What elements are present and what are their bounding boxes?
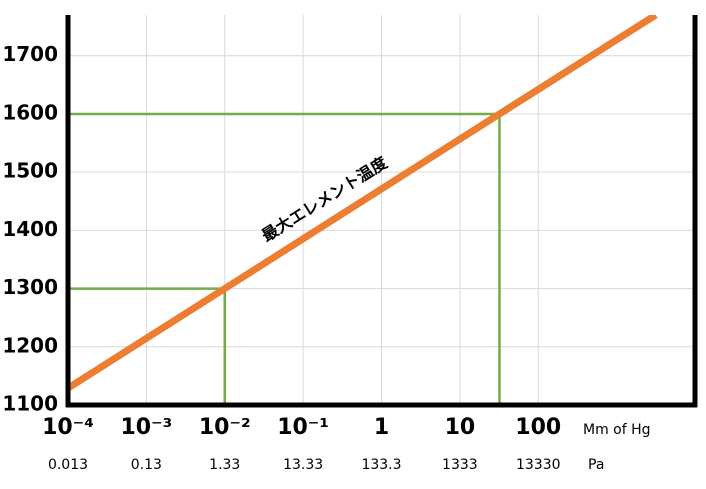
pa-label: 133.3	[361, 457, 401, 473]
y-tick-label: 1500	[2, 159, 58, 183]
pa-label: 13.33	[283, 457, 323, 473]
x-tick-label: 1	[374, 415, 389, 440]
y-tick-label: 1300	[2, 275, 58, 299]
x-unit-label: Mm of Hg	[583, 422, 651, 438]
x-tick-label: 10⁻⁴	[42, 415, 94, 440]
x-tick-label: 100	[515, 415, 561, 440]
y-tick-label: 1200	[2, 333, 58, 357]
x-tick-label: 10⁻²	[199, 415, 251, 440]
pa-label: 0.13	[131, 457, 162, 473]
x-tick-label: 10⁻³	[120, 415, 172, 440]
x-tick-label: 10	[445, 415, 476, 440]
y-tick-label: 1600	[2, 100, 58, 124]
x-tick-label: 10⁻¹	[277, 415, 329, 440]
series-line	[68, 15, 658, 392]
pa-label: 1333	[442, 457, 478, 473]
pa-label: 13330	[516, 457, 561, 473]
pa-unit-label: Pa	[588, 457, 604, 473]
pa-label: 0.013	[48, 457, 88, 473]
y-tick-label: 1700	[2, 42, 58, 66]
y-tick-label: 1400	[2, 217, 58, 241]
pa-label: 1.33	[209, 457, 240, 473]
y-tick-label: 1100	[2, 392, 58, 416]
